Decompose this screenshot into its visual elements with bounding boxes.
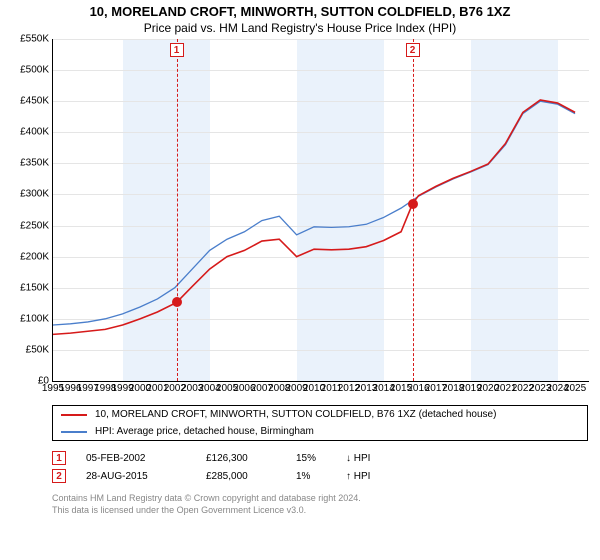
y-axis-label: £200K (20, 251, 53, 262)
y-axis-label: £550K (20, 34, 53, 45)
legend: 10, MORELAND CROFT, MINWORTH, SUTTON COL… (52, 405, 588, 441)
sale-pct: 1% (296, 471, 346, 482)
legend-swatch (61, 414, 87, 416)
sale-dot (172, 297, 182, 307)
sale-marker-line (413, 39, 414, 381)
sale-number-box: 1 (52, 451, 66, 465)
chart-svg (53, 39, 589, 381)
sale-row: 2 28-AUG-2015£285,0001%↑ HPI (52, 467, 588, 485)
y-axis-label: £150K (20, 282, 53, 293)
legend-swatch (61, 431, 87, 433)
sale-date: 05-FEB-2002 (86, 453, 206, 464)
sale-pct: 15% (296, 453, 346, 464)
sale-marker-box: 1 (170, 43, 184, 57)
sale-price: £285,000 (206, 471, 296, 482)
sale-price: £126,300 (206, 453, 296, 464)
sale-direction: ↑ HPI (346, 471, 370, 482)
plot-area: £0£50K£100K£150K£200K£250K£300K£350K£400… (52, 39, 589, 382)
y-axis-label: £350K (20, 158, 53, 169)
sale-date: 28-AUG-2015 (86, 471, 206, 482)
sales-table: 1 05-FEB-2002£126,30015%↓ HPI 2 28-AUG-2015… (52, 449, 588, 485)
footer-line-2: This data is licensed under the Open Gov… (52, 505, 588, 517)
footer-attribution: Contains HM Land Registry data © Crown c… (52, 493, 588, 516)
chart-subtitle: Price paid vs. HM Land Registry's House … (0, 19, 600, 39)
sale-marker-line (177, 39, 178, 381)
sale-number-box: 2 (52, 469, 66, 483)
footer-line-1: Contains HM Land Registry data © Crown c… (52, 493, 588, 505)
y-axis-label: £300K (20, 189, 53, 200)
legend-label: 10, MORELAND CROFT, MINWORTH, SUTTON COL… (95, 409, 496, 420)
sale-direction: ↓ HPI (346, 453, 370, 464)
legend-row: HPI: Average price, detached house, Birm… (53, 423, 587, 440)
sale-dot (408, 199, 418, 209)
y-axis-label: £50K (26, 344, 53, 355)
y-axis-label: £100K (20, 313, 53, 324)
legend-row: 10, MORELAND CROFT, MINWORTH, SUTTON COL… (53, 406, 587, 423)
sale-marker-box: 2 (406, 43, 420, 57)
chart-area: £0£50K£100K£150K£200K£250K£300K£350K£400… (52, 39, 588, 399)
series-line (53, 101, 575, 325)
y-axis-label: £400K (20, 127, 53, 138)
legend-label: HPI: Average price, detached house, Birm… (95, 426, 314, 437)
y-axis-label: £450K (20, 96, 53, 107)
y-axis-label: £500K (20, 65, 53, 76)
sale-row: 1 05-FEB-2002£126,30015%↓ HPI (52, 449, 588, 467)
y-axis-label: £250K (20, 220, 53, 231)
chart-title: 10, MORELAND CROFT, MINWORTH, SUTTON COL… (0, 0, 600, 19)
series-line (53, 100, 575, 334)
